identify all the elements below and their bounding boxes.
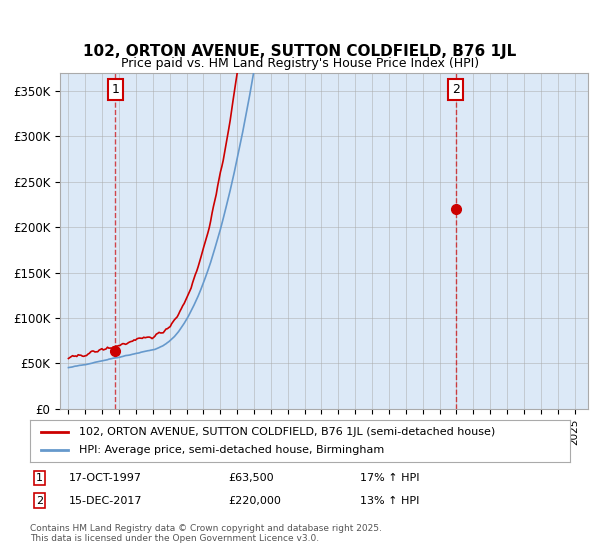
- Text: £63,500: £63,500: [228, 473, 274, 483]
- Text: 2: 2: [452, 83, 460, 96]
- Text: 1: 1: [36, 473, 43, 483]
- Text: 2: 2: [36, 496, 43, 506]
- Text: HPI: Average price, semi-detached house, Birmingham: HPI: Average price, semi-detached house,…: [79, 445, 384, 455]
- Text: 102, ORTON AVENUE, SUTTON COLDFIELD, B76 1JL (semi-detached house): 102, ORTON AVENUE, SUTTON COLDFIELD, B76…: [79, 427, 495, 437]
- Text: 17% ↑ HPI: 17% ↑ HPI: [360, 473, 419, 483]
- Text: 1: 1: [112, 83, 119, 96]
- Text: 102, ORTON AVENUE, SUTTON COLDFIELD, B76 1JL: 102, ORTON AVENUE, SUTTON COLDFIELD, B76…: [83, 44, 517, 59]
- Text: Price paid vs. HM Land Registry's House Price Index (HPI): Price paid vs. HM Land Registry's House …: [121, 57, 479, 70]
- Text: 13% ↑ HPI: 13% ↑ HPI: [360, 496, 419, 506]
- Text: Contains HM Land Registry data © Crown copyright and database right 2025.
This d: Contains HM Land Registry data © Crown c…: [30, 524, 382, 543]
- Text: £220,000: £220,000: [228, 496, 281, 506]
- Text: 15-DEC-2017: 15-DEC-2017: [69, 496, 143, 506]
- Text: 17-OCT-1997: 17-OCT-1997: [69, 473, 142, 483]
